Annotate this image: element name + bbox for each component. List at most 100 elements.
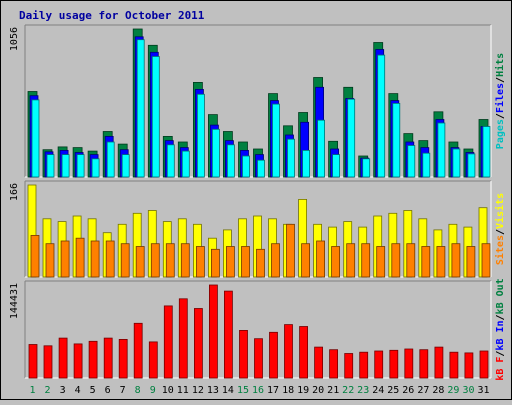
panel-visits: 166 Sites/Visits xyxy=(9,180,506,278)
bar-kbytes-kb-f-day-28 xyxy=(434,346,444,379)
bar-hits-pages-day-16 xyxy=(257,159,265,178)
bar-visits-sites-day-5 xyxy=(90,240,100,278)
bar-kbytes-kb-f-day-9 xyxy=(148,341,158,379)
bar-visits-sites-day-14 xyxy=(225,246,235,278)
bar-visits-sites-day-21 xyxy=(331,246,341,278)
legend-entry-hits-4: Hits xyxy=(494,53,506,77)
legend-entry-visits-0: Sites xyxy=(494,235,506,265)
bar-visits-sites-day-20 xyxy=(316,240,326,278)
bar-visits-sites-day-8 xyxy=(135,246,145,278)
bar-hits-pages-day-31 xyxy=(482,126,491,178)
bar-kbytes-kb-f-day-27 xyxy=(419,349,429,379)
x-tick-15: 15 xyxy=(237,385,249,396)
bar-kbytes-kb-f-day-5 xyxy=(88,340,98,379)
bar-kbytes-kb-f-day-19 xyxy=(299,326,309,379)
legend-entry-kbytes-0: kB F xyxy=(495,357,506,381)
bar-visits-sites-day-30 xyxy=(466,246,476,278)
legend-entry-hits-3: / xyxy=(495,77,506,83)
x-tick-14: 14 xyxy=(222,385,234,396)
bar-kbytes-kb-f-day-14 xyxy=(223,290,233,379)
bar-kbytes-kb-f-day-10 xyxy=(163,305,173,379)
x-tick-7: 7 xyxy=(120,385,126,396)
bar-hits-pages-day-1 xyxy=(31,99,40,178)
bar-visits-sites-day-11 xyxy=(180,243,190,278)
panel-hits-legend: Pages/Files/Hits xyxy=(494,53,506,149)
bar-hits-pages-day-9 xyxy=(151,56,160,178)
bar-visits-sites-day-15 xyxy=(241,246,250,278)
bar-visits-sites-day-17 xyxy=(271,243,280,278)
bar-hits-pages-day-22 xyxy=(347,98,356,178)
x-tick-21: 21 xyxy=(327,385,339,396)
bar-hits-pages-day-10 xyxy=(166,144,175,178)
x-tick-13: 13 xyxy=(207,385,219,396)
x-tick-25: 25 xyxy=(387,385,399,396)
bar-hits-pages-day-14 xyxy=(226,144,235,178)
x-tick-1: 1 xyxy=(29,385,35,396)
bar-hits-pages-day-7 xyxy=(121,154,130,178)
bar-visits-sites-day-31 xyxy=(481,243,491,278)
x-tick-12: 12 xyxy=(192,385,204,396)
bar-hits-pages-day-24 xyxy=(377,54,386,178)
bar-kbytes-kb-f-day-7 xyxy=(118,338,128,379)
legend-entry-hits-2: Files xyxy=(494,83,506,113)
bar-kbytes-kb-f-day-16 xyxy=(254,338,263,379)
x-tick-9: 9 xyxy=(150,385,156,396)
bar-kbytes-kb-f-day-3 xyxy=(58,337,68,379)
bar-visits-sites-day-27 xyxy=(421,246,431,278)
bar-kbytes-kb-f-day-8 xyxy=(133,322,143,379)
panel-kbytes-ymax-label: 144431 xyxy=(9,283,20,319)
x-tick-17: 17 xyxy=(267,385,279,396)
bar-kbytes-kb-f-day-21 xyxy=(329,349,339,379)
x-tick-20: 20 xyxy=(312,385,324,396)
bar-visits-sites-day-16 xyxy=(256,248,265,278)
bar-kbytes-kb-f-day-30 xyxy=(464,352,474,379)
bar-hits-pages-day-12 xyxy=(196,93,205,178)
legend-entry-visits-2: Visits xyxy=(494,193,506,229)
bar-hits-pages-day-21 xyxy=(332,154,341,178)
bar-hits-pages-day-29 xyxy=(452,148,461,178)
bar-hits-pages-day-28 xyxy=(437,122,446,178)
bar-hits-pages-day-25 xyxy=(392,103,401,178)
bar-hits-pages-day-8 xyxy=(136,39,145,178)
x-tick-26: 26 xyxy=(402,385,414,396)
panel-visits-ymax-label: 166 xyxy=(9,183,20,201)
bar-hits-pages-day-19 xyxy=(302,149,311,178)
x-tick-2: 2 xyxy=(44,385,50,396)
bar-hits-pages-day-23 xyxy=(362,158,371,178)
legend-entry-hits-1: / xyxy=(495,113,506,119)
bar-hits-pages-day-4 xyxy=(76,154,85,178)
bar-kbytes-kb-f-day-13 xyxy=(208,284,218,379)
bar-kbytes-kb-f-day-24 xyxy=(374,350,384,379)
bar-hits-pages-day-27 xyxy=(422,152,431,178)
x-tick-5: 5 xyxy=(90,385,96,396)
bar-kbytes-kb-f-day-22 xyxy=(344,353,354,379)
bar-visits-sites-day-3 xyxy=(60,240,70,278)
bar-hits-pages-day-13 xyxy=(211,128,220,178)
bar-visits-sites-day-22 xyxy=(346,243,356,278)
legend-entry-kbytes-1: / xyxy=(495,351,506,357)
x-tick-18: 18 xyxy=(282,385,294,396)
bar-visits-sites-day-2 xyxy=(45,243,55,278)
bar-kbytes-kb-f-day-20 xyxy=(314,346,324,379)
x-tick-labels: 1 2 3 4 5 6 7 8 9 10 11 12 13 14 15 16 17 18 19 20 21 22 23 24 2… xyxy=(29,385,489,396)
bar-visits-sites-day-28 xyxy=(436,246,446,278)
legend-entry-kbytes-3: / xyxy=(495,314,506,320)
x-tick-31: 31 xyxy=(477,385,489,396)
bar-hits-pages-day-6 xyxy=(106,141,115,178)
bar-kbytes-kb-f-day-6 xyxy=(103,337,113,379)
bar-visits-sites-day-23 xyxy=(361,243,371,278)
bar-kbytes-kb-f-day-4 xyxy=(73,343,83,379)
legend-entry-kbytes-4: kB Out xyxy=(495,278,506,314)
legend-entry-kbytes-2: kB In xyxy=(495,320,506,350)
bar-visits-sites-day-18 xyxy=(286,223,295,278)
bar-kbytes-kb-f-day-26 xyxy=(404,348,414,379)
x-tick-6: 6 xyxy=(105,385,111,396)
x-tick-11: 11 xyxy=(177,385,189,396)
bar-hits-pages-day-20 xyxy=(317,119,326,178)
x-tick-8: 8 xyxy=(135,385,141,396)
